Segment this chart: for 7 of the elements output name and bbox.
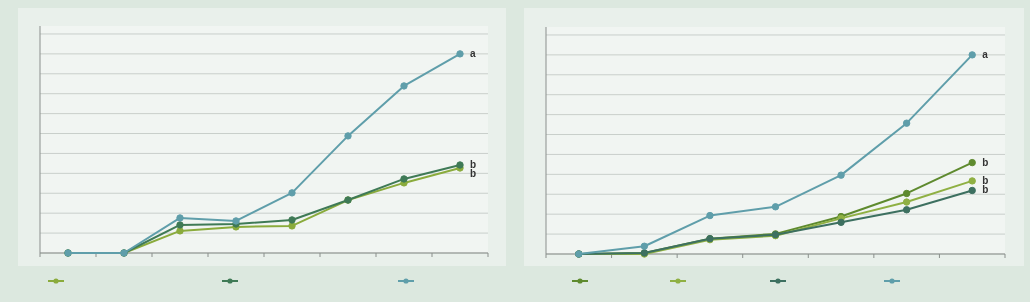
annotation: b xyxy=(982,184,989,196)
annotation: b xyxy=(982,156,989,168)
annotation: a xyxy=(982,48,989,60)
annotation: b xyxy=(470,158,477,170)
annotation: b xyxy=(982,174,989,186)
annotation: a xyxy=(470,47,476,59)
annotation: b xyxy=(470,167,477,179)
